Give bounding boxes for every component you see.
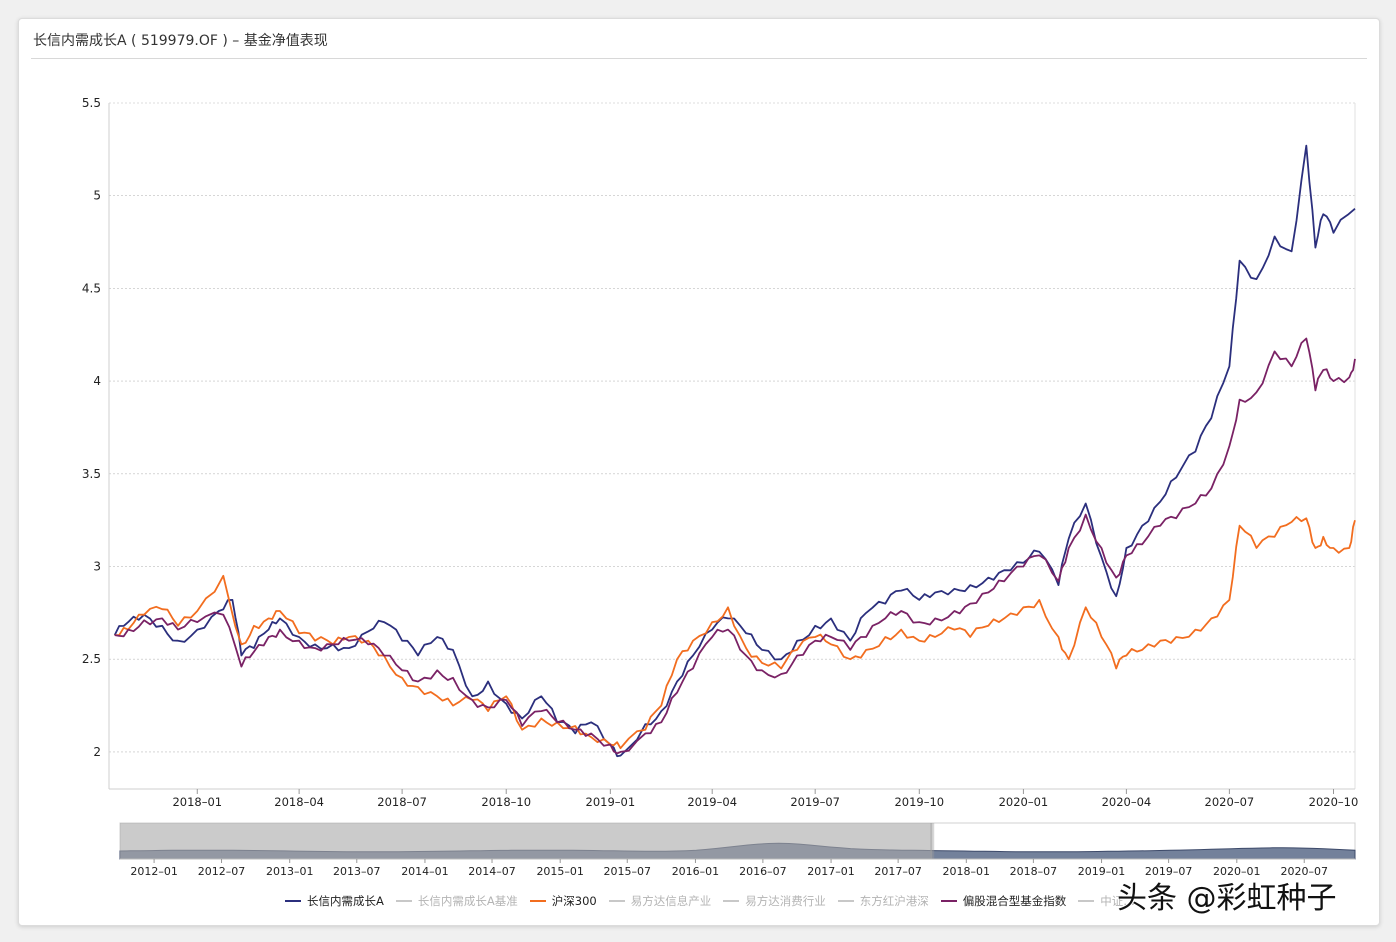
x-tick-label: 2020–01 <box>999 795 1049 809</box>
x-tick-label: 2019–01 <box>586 795 636 809</box>
x-tick-label: 2018–01 <box>172 795 222 809</box>
navigator-tick-label: 2014–01 <box>401 865 449 878</box>
legend-item[interactable]: 沪深300 <box>529 893 597 909</box>
legend-label: 易方达消费行业 <box>745 894 826 908</box>
chart-panel: 长信内需成长A ( 519979.OF ) – 基金净值表现 5.5 5 4.5 4 3… <box>18 18 1380 926</box>
navigator-tick-label: 2019–07 <box>1145 865 1193 878</box>
navigator-tick-label: 2018–07 <box>1010 865 1058 878</box>
x-tick-label: 2020–07 <box>1205 795 1255 809</box>
x-tick-label: 2020–04 <box>1102 795 1152 809</box>
panel-title: 长信内需成长A ( 519979.OF ) – 基金净值表现 <box>33 33 328 49</box>
legend-swatch <box>285 900 301 902</box>
navigator-tick-label: 2015–01 <box>536 865 584 878</box>
legend-item[interactable]: 长信内需成长A <box>285 893 384 909</box>
legend-swatch <box>1078 900 1095 902</box>
legend-label: 易方达信息产业 <box>630 894 712 908</box>
x-tick-label: 2019–10 <box>894 795 944 809</box>
legend-label: 沪深300 <box>551 894 597 908</box>
x-tick-label: 2018–04 <box>274 795 324 809</box>
y-tick-label: 2.5 <box>82 652 101 666</box>
navigator-tick-label: 2017–01 <box>807 865 855 878</box>
legend-item[interactable]: 偏股混合型基金指数 <box>940 893 1067 909</box>
navigator-tick-label: 2014–07 <box>468 865 516 878</box>
navigator-tick-label: 2015–07 <box>604 865 652 878</box>
series-lines <box>113 144 1356 758</box>
legend-label: 长信内需成长A基准 <box>417 894 518 908</box>
legend-label: 东方红沪港深 <box>859 894 929 908</box>
legend-item[interactable]: 中证… <box>1078 893 1135 909</box>
navigator-tick-label: 2013–07 <box>333 865 381 878</box>
series-line <box>113 144 1356 758</box>
navigator-tick-label: 2016–07 <box>739 865 787 878</box>
navigator-mask <box>120 823 933 859</box>
navigator-tick-label: 2012–01 <box>130 865 178 878</box>
series-line <box>114 337 1356 755</box>
legend-item[interactable]: 易方达消费行业 <box>723 893 826 909</box>
y-tick-label: 2 <box>93 745 101 759</box>
legend-swatch <box>837 900 854 902</box>
navigator-tick-label: 2020–01 <box>1213 865 1261 878</box>
navigator-handle[interactable] <box>930 823 935 859</box>
x-tick-label: 2019–04 <box>687 795 737 809</box>
y-tick-label: 4.5 <box>82 281 101 295</box>
x-tick-label: 2018–10 <box>481 795 531 809</box>
grid-lines <box>109 102 1355 753</box>
y-tick-label: 3 <box>93 560 101 574</box>
watermark: 头条 @彩虹种子 <box>1117 881 1337 916</box>
y-tick-label: 3.5 <box>82 467 101 481</box>
navigator-tick-label: 2017–07 <box>874 865 922 878</box>
legend-item[interactable]: 易方达信息产业 <box>608 893 712 909</box>
axes: 5.5 5 4.5 4 3.5 3 2.5 2 2018–01 2018–04 2018–07 201… <box>82 96 1358 809</box>
series-line <box>114 516 1356 750</box>
legend-swatch <box>529 900 546 902</box>
legend-item[interactable]: 长信内需成长A基准 <box>395 893 518 909</box>
navigator-tick-label: 2012–07 <box>198 865 246 878</box>
navigator-tick-label: 2020–07 <box>1280 865 1328 878</box>
time-navigator[interactable]: 2012–01 2012–07 2013–01 2013–07 2014–01 2014–… <box>119 822 1356 878</box>
chart-legend: 长信内需成长A 长信内需成长A基准 沪深300 易方达信息产业 易方达消费行业 东方红沪港… <box>285 891 1147 911</box>
y-tick-label: 5 <box>93 189 101 203</box>
legend-item[interactable]: 东方红沪港深 <box>837 893 929 909</box>
legend-swatch <box>608 900 625 902</box>
legend-swatch <box>940 900 957 902</box>
x-tick-label: 2020–10 <box>1309 795 1359 809</box>
navigator-tick-label: 2016–01 <box>672 865 720 878</box>
navigator-tick-label: 2018–01 <box>943 865 991 878</box>
legend-swatch <box>395 900 412 902</box>
y-tick-label: 4 <box>93 374 101 388</box>
legend-swatch <box>723 900 740 902</box>
navigator-tick-label: 2013–01 <box>266 865 314 878</box>
legend-label: 长信内需成长A <box>307 894 384 908</box>
legend-label: 偏股混合型基金指数 <box>962 894 1067 908</box>
panel-header: 长信内需成长A ( 519979.OF ) – 基金净值表现 <box>31 19 1367 59</box>
legend-label: 中证… <box>1100 894 1135 908</box>
x-tick-label: 2018–07 <box>377 795 427 809</box>
x-tick-label: 2019–07 <box>790 795 840 809</box>
navigator-tick-label: 2019–01 <box>1078 865 1126 878</box>
y-tick-label: 5.5 <box>82 96 101 110</box>
